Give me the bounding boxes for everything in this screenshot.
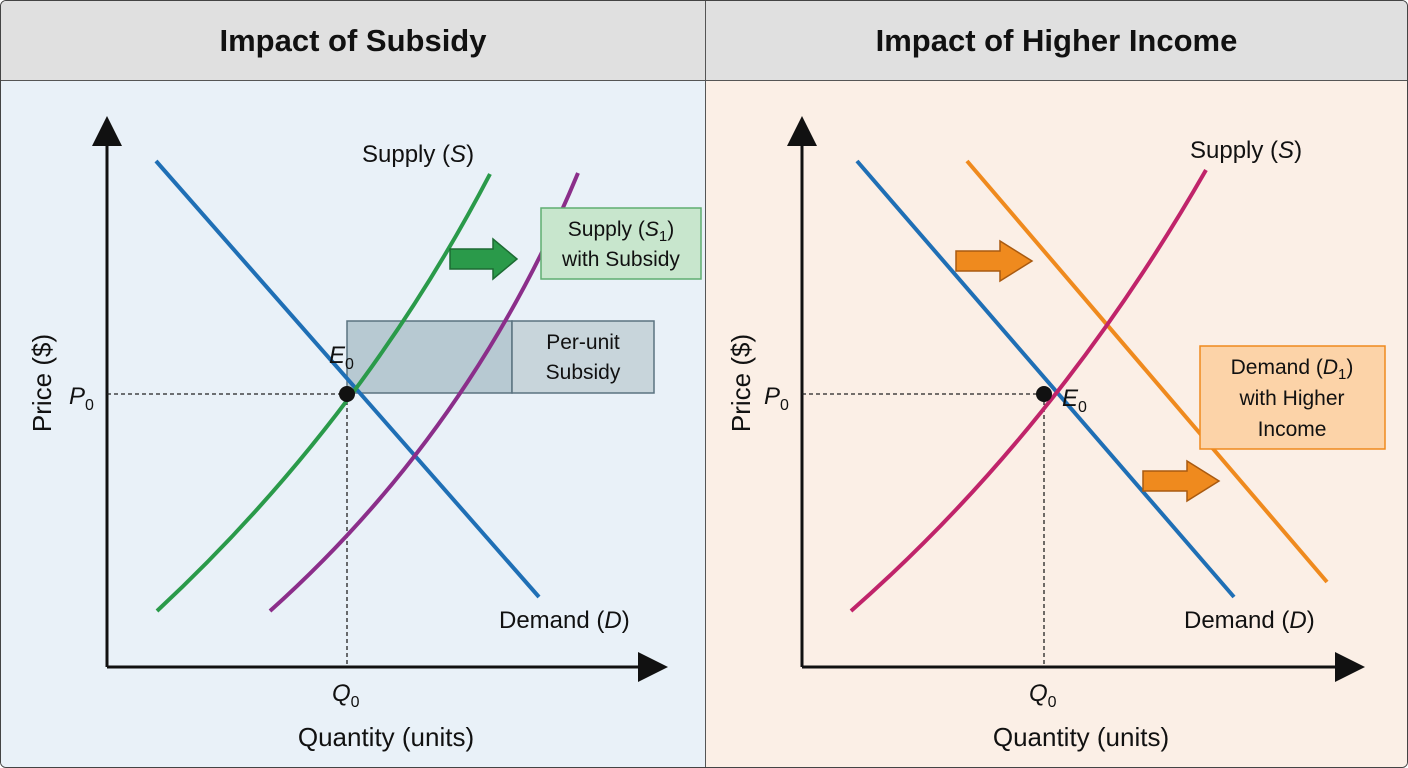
subsidy-panel-background [1,81,705,767]
x-axis-label: Quantity (units) [298,722,474,752]
demand-shift-box-line3: Income [1258,418,1327,441]
subsidy-chart: Per-unit Subsidy Supply (S1) with Subsid… [27,116,702,752]
e0-label: E0 [329,342,354,373]
p0-label: P0 [764,383,789,414]
y-axis-label: Price ($) [726,334,756,432]
demand-shift-box-line2: with Higher [1238,387,1344,410]
subsidy-box-line2: Subsidy [546,361,621,384]
supply-curve [155,173,492,613]
demand-shift-arrow-bottom [1142,459,1221,503]
supply-shift-box [540,207,702,280]
subsidy-box-line1: Per-unit [546,331,620,354]
supply-label: Supply (S) [1190,137,1302,164]
demand-label: Demand (D) [499,607,630,634]
supply-shift-box-line1: Supply (S1) [568,218,674,245]
demand-label: Demand (D) [1184,607,1315,634]
equilibrium-point [1036,386,1052,402]
subsidy-shaded-area [346,320,513,394]
p0-label: P0 [69,383,94,414]
income-panel: Impact of Higher Income Demand ( [706,1,1407,767]
demand-shift-box [1199,345,1386,450]
income-panel-title: Impact of Higher Income [706,1,1407,81]
e0-label: E0 [1062,385,1087,416]
panel-divider [705,1,706,767]
y-axis-label: Price ($) [27,334,57,432]
subsidy-label-box [511,320,655,394]
income-chart: Demand (D1) with Higher Income E0 Supply… [726,116,1386,752]
supply-curve [849,169,1208,613]
demand-shift-box-line1: Demand (D1) [1231,356,1354,383]
q0-label: Q0 [1029,680,1057,711]
subsidy-panel-title: Impact of Subsidy [1,1,705,81]
q0-label: Q0 [332,680,360,711]
demand-curve [154,159,541,599]
demand-shifted-curve [965,159,1329,584]
subsidy-panel: Impact of Subsidy Per-unit Subsidy [1,1,705,767]
supply-shift-box-line2: with Subsidy [561,248,680,271]
demand-shift-arrow-top [955,239,1034,283]
equilibrium-point [339,386,355,402]
demand-curve [855,159,1236,599]
supply-shift-arrow [449,237,519,281]
supply-label: Supply (S) [362,141,474,168]
x-axis-label: Quantity (units) [993,722,1169,752]
